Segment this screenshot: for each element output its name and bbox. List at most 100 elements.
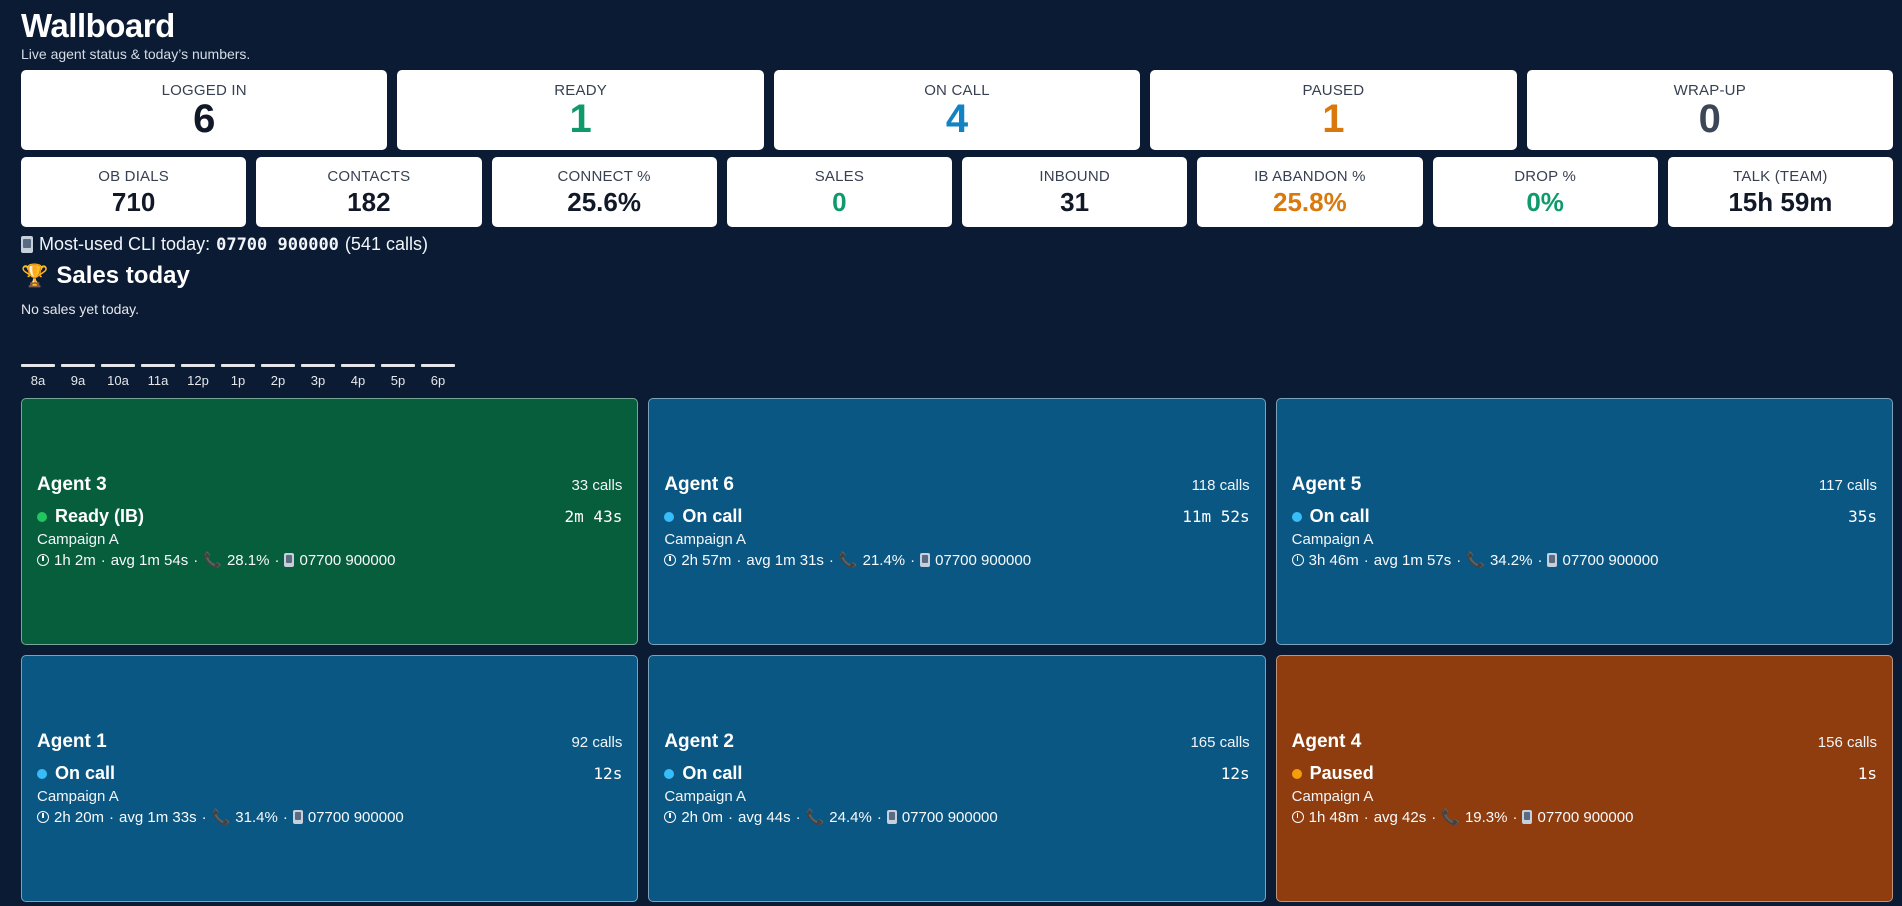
- agent-stats: 1h 48m · avg 42s · 📞 19.3% · 07700 900000: [1291, 808, 1877, 826]
- hour-bar: [301, 364, 335, 367]
- agent-campaign: Campaign A: [37, 531, 119, 548]
- agent-card[interactable]: Agent 3 33 calls Ready (IB) 2m 43s Campaign …: [21, 398, 639, 645]
- sales-empty-message: No sales yet today.: [21, 301, 140, 317]
- agent-cli: 07700 900000: [1562, 551, 1659, 569]
- agent-avg-talk: avg 1m 31s: [746, 551, 824, 569]
- agent-state-timer: 2m 43s: [564, 507, 623, 526]
- hour-slot: 10a: [101, 364, 135, 388]
- kpi-value: 1: [1322, 96, 1345, 141]
- kpi-paused: PAUSED 1: [1150, 70, 1517, 150]
- agent-connect-rate: 19.3%: [1464, 808, 1508, 826]
- separator: ·: [795, 808, 801, 826]
- phone-receiver-icon: 📞: [838, 552, 858, 569]
- agent-state-label: Ready (IB): [55, 506, 145, 526]
- kpi-on-call: ON CALL 4: [773, 70, 1141, 150]
- mobile-phone-icon: [920, 553, 931, 567]
- kpi-label: IB ABANDON %: [1254, 167, 1366, 185]
- hour-bar: [181, 364, 215, 367]
- kpi-value: 710: [111, 186, 156, 217]
- kpi-label: READY: [554, 81, 607, 99]
- hour-slot: 12p: [181, 364, 215, 388]
- separator: ·: [109, 808, 115, 826]
- hour-label: 9a: [70, 373, 86, 388]
- agent-state: On call: [664, 506, 742, 527]
- agent-state-timer: 12s: [593, 764, 623, 783]
- phone-receiver-icon: 📞: [1441, 809, 1460, 826]
- stopwatch-icon: [1291, 811, 1304, 823]
- kpi-contacts: CONTACTS 182: [256, 157, 482, 227]
- agent-campaign: Campaign A: [664, 788, 747, 805]
- agent-state: On call: [1291, 506, 1370, 527]
- agent-cli: 07700 900000: [1537, 808, 1634, 826]
- kpi-label: INBOUND: [1039, 167, 1110, 185]
- hour-label: 3p: [310, 373, 326, 388]
- status-dot-icon: [664, 511, 675, 522]
- sales-heading: 🏆 Sales today: [21, 262, 190, 290]
- kpi-drop-pct: DROP % 0%: [1432, 157, 1658, 227]
- agent-state-label: On call: [1309, 506, 1370, 526]
- agent-call-count: 165 calls: [1190, 734, 1250, 751]
- status-dot-icon: [37, 768, 47, 779]
- agent-card[interactable]: Agent 5 117 calls On call 35s Campaign A 3h 4…: [1275, 398, 1893, 645]
- kpi-label: OB DIALS: [98, 167, 170, 185]
- kpi-value: 25.6%: [567, 186, 641, 217]
- agent-state-timer: 11m 52s: [1182, 507, 1250, 526]
- hour-label: 1p: [230, 373, 246, 388]
- mobile-phone-icon: [1547, 553, 1558, 567]
- agent-call-count: 92 calls: [571, 734, 623, 751]
- kpi-status-row: LOGGED IN 6 READY 1 ON CALL 4 PAUSED 1 W…: [21, 70, 1893, 150]
- mobile-phone-icon: [1522, 810, 1533, 824]
- hour-bar: [21, 364, 55, 367]
- separator: ·: [100, 551, 106, 569]
- agent-cli: 07700 900000: [299, 551, 396, 569]
- agent-call-count: 156 calls: [1817, 734, 1877, 751]
- kpi-sales: SALES 0: [726, 157, 952, 227]
- separator: ·: [1512, 808, 1518, 826]
- separator: ·: [1537, 551, 1543, 569]
- cli-number: 07700 900000: [216, 234, 339, 255]
- agent-stats: 2h 20m · avg 1m 33s · 📞 31.4% · 07700 900000: [37, 808, 622, 826]
- kpi-label: SALES: [814, 167, 865, 185]
- separator: ·: [828, 551, 834, 569]
- agent-card[interactable]: Agent 1 92 calls On call 12s Campaign A 2h 20…: [21, 655, 639, 902]
- hour-bar: [341, 364, 375, 367]
- hour-slot: 3p: [301, 364, 335, 388]
- hourly-timeline: 8a 9a 10a 11a 12p 1p 2p 3p 4p 5p 6p: [21, 364, 455, 388]
- mobile-phone-icon: [292, 810, 303, 824]
- cli-prefix: Most-used CLI today:: [39, 234, 211, 254]
- agent-card[interactable]: Agent 6 118 calls On call 11m 52s Campaign A…: [648, 398, 1266, 645]
- mobile-phone-icon: [886, 810, 897, 824]
- hour-slot: 8a: [21, 364, 55, 388]
- mobile-phone-icon: [284, 553, 295, 567]
- separator: ·: [736, 551, 742, 569]
- hour-slot: 11a: [141, 364, 175, 388]
- kpi-value: 0: [832, 186, 847, 217]
- agent-state: On call: [664, 763, 742, 784]
- agent-card[interactable]: Agent 2 165 calls On call 12s Campaign A 2h 0…: [648, 655, 1266, 902]
- agent-state: Paused: [1291, 763, 1374, 784]
- status-dot-icon: [664, 768, 675, 779]
- agent-grid: Agent 3 33 calls Ready (IB) 2m 43s Campaign …: [21, 398, 1893, 902]
- agent-campaign: Campaign A: [664, 531, 747, 548]
- stopwatch-icon: [37, 811, 49, 823]
- kpi-label: CONNECT %: [557, 167, 651, 185]
- kpi-value: 4: [945, 96, 969, 141]
- hour-label: 12p: [187, 373, 209, 388]
- hour-slot: 5p: [381, 364, 415, 388]
- agent-card[interactable]: Agent 4 156 calls Paused 1s Campaign A 1h 48m…: [1275, 655, 1893, 902]
- agent-stats: 2h 57m · avg 1m 31s · 📞 21.4% · 07700 900000: [664, 551, 1249, 569]
- agent-name: Agent 2: [664, 731, 735, 752]
- page-subtitle: Live agent status & today’s numbers.: [21, 46, 251, 62]
- stopwatch-icon: [664, 554, 677, 566]
- separator: ·: [201, 808, 207, 826]
- agent-campaign: Campaign A: [1291, 788, 1374, 805]
- separator: ·: [1363, 808, 1369, 826]
- hour-slot: 9a: [61, 364, 95, 388]
- separator: ·: [1363, 551, 1369, 569]
- kpi-ob-dials: OB DIALS 710: [21, 157, 247, 227]
- hour-slot: 6p: [421, 364, 455, 388]
- phone-receiver-icon: 📞: [203, 552, 222, 569]
- kpi-label: WRAP-UP: [1673, 81, 1746, 99]
- kpi-wrap-up: WRAP-UP 0: [1526, 70, 1893, 150]
- separator: ·: [274, 551, 280, 569]
